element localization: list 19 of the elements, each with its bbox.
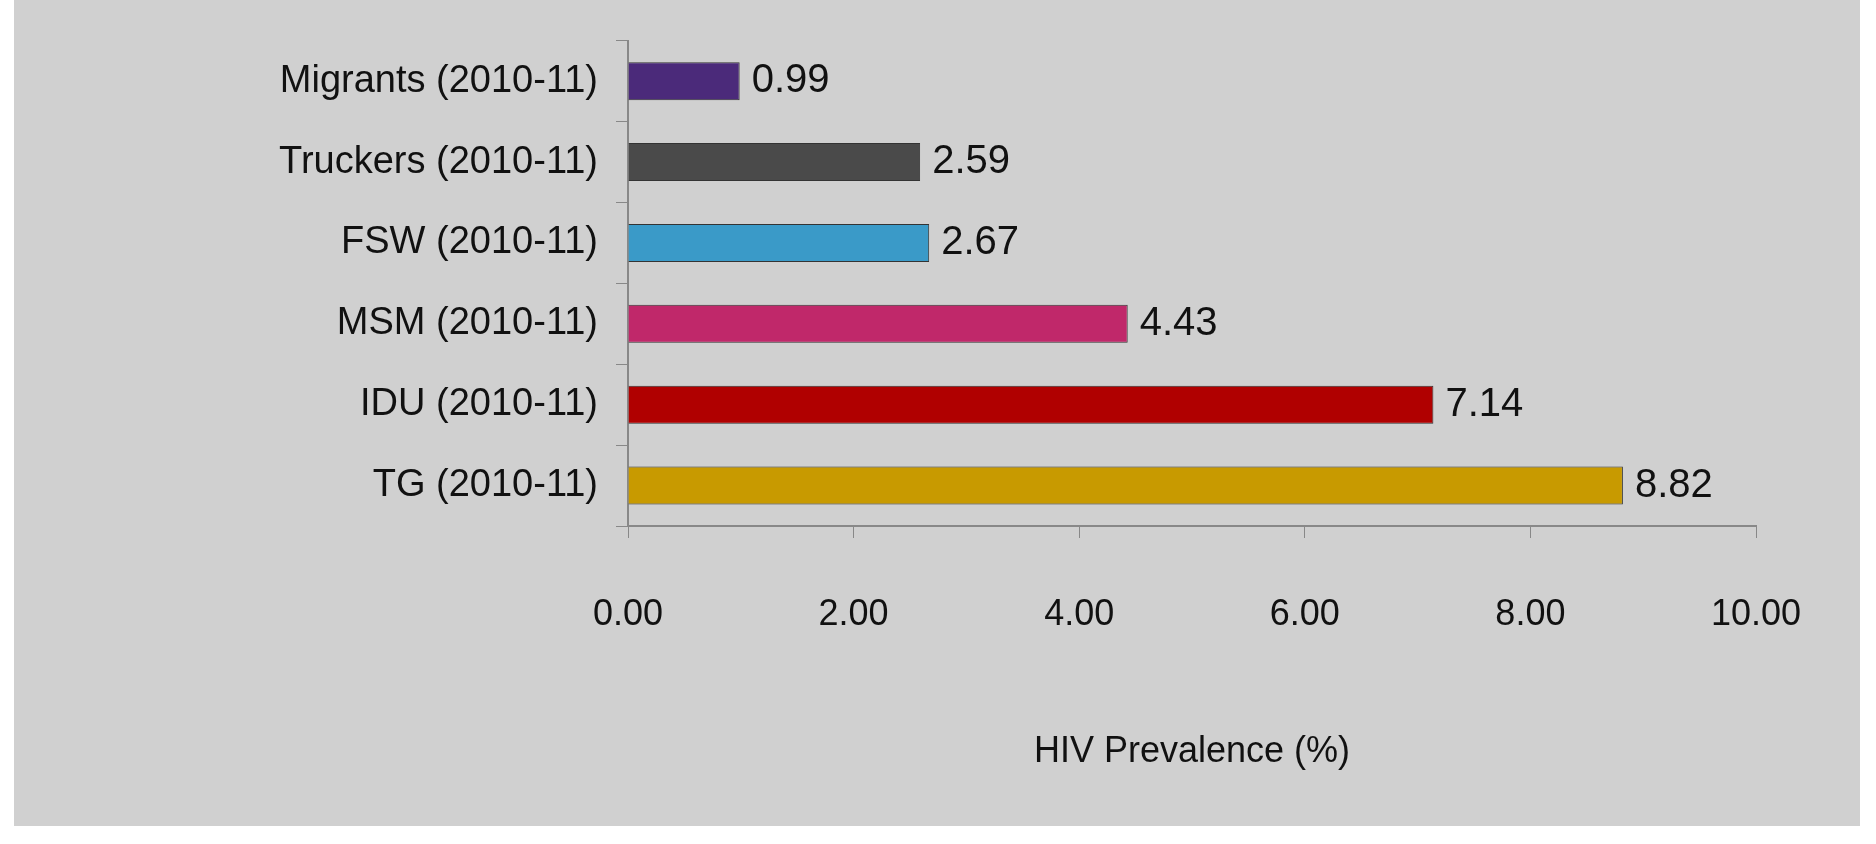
y-tick-label: Truckers (2010-11): [279, 138, 598, 181]
x-tick-label: 10.00: [1710, 591, 1802, 633]
x-tick-label: 4.00: [1044, 591, 1115, 633]
data-label: 4.43: [1139, 298, 1218, 343]
x-tick-label: 8.00: [1495, 591, 1566, 633]
y-tick-label: MSM (2010-11): [336, 300, 598, 343]
x-tick-label: 6.00: [1269, 591, 1340, 633]
x-tick-label: 0.00: [592, 591, 664, 633]
y-tick-label: IDU (2010-11): [360, 381, 598, 424]
data-label: 2.59: [932, 137, 1011, 182]
data-label: 0.99: [751, 56, 830, 101]
data-label: 2.67: [941, 218, 1020, 262]
data-label: 8.82: [1634, 460, 1713, 505]
data-label: 7.14: [1445, 379, 1524, 424]
x-tick-label: 2.00: [818, 591, 889, 633]
x-axis-title: HIV Prevalence (%): [1033, 729, 1351, 771]
y-tick-label: Migrants (2010-11): [279, 57, 598, 100]
y-tick-label: FSW (2010-11): [341, 219, 598, 262]
y-tick-label: TG (2010-11): [372, 462, 598, 505]
